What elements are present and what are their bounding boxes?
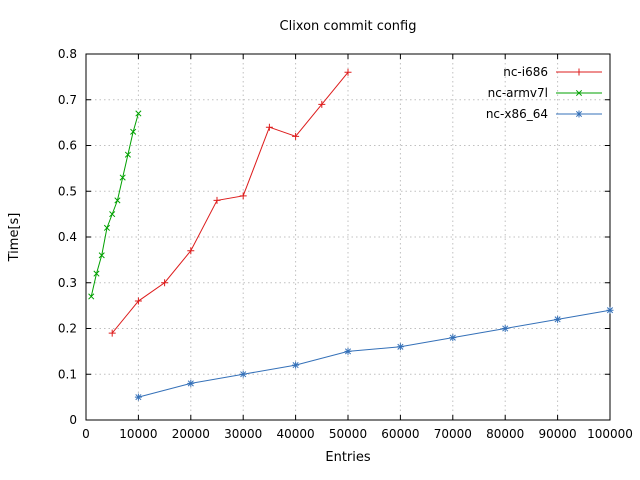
- series-marker-plus: [187, 247, 195, 255]
- y-axis-label: Time[s]: [7, 213, 22, 263]
- series-marker-plus: [265, 123, 273, 131]
- series-marker-star: [187, 380, 194, 387]
- series-marker-star: [397, 343, 404, 350]
- x-tick-label: 60000: [381, 427, 419, 441]
- series-marker-cross: [130, 128, 137, 135]
- series-marker-plus: [213, 196, 221, 204]
- x-tick-label: 90000: [539, 427, 577, 441]
- x-tick-label: 0: [82, 427, 90, 441]
- y-tick-label: 0.3: [58, 276, 77, 290]
- y-tick-label: 0.5: [58, 184, 77, 198]
- series-marker-cross: [103, 224, 111, 231]
- series-marker-star: [554, 316, 561, 323]
- series-marker-cross: [98, 252, 105, 259]
- series-marker-cross: [124, 151, 131, 158]
- x-tick-label: 70000: [434, 427, 472, 441]
- chart-title: Clixon commit config: [280, 19, 417, 34]
- y-tick-label: 0: [69, 413, 77, 427]
- series-marker-cross: [119, 174, 126, 181]
- series-marker-star: [606, 307, 614, 314]
- legend-label-nc-i686: nc-i686: [503, 65, 548, 79]
- x-tick-label: 30000: [224, 427, 262, 441]
- x-tick-label: 80000: [486, 427, 524, 441]
- series-marker-cross: [109, 211, 116, 218]
- series-marker-plus: [575, 68, 583, 76]
- series-marker-star: [344, 348, 352, 355]
- series-line-nc-x86_64: [138, 309, 611, 398]
- y-tick-label: 0.1: [58, 367, 77, 381]
- y-tick-label: 0.4: [58, 230, 77, 244]
- series-marker-star: [575, 110, 583, 118]
- series-marker-cross: [93, 270, 100, 277]
- y-tick-label: 0.7: [58, 93, 77, 107]
- series-marker-plus: [292, 132, 300, 140]
- x-tick-label: 40000: [277, 427, 315, 441]
- series-marker-plus: [318, 100, 326, 108]
- series-marker-plus: [161, 279, 169, 287]
- y-tick-label: 0.8: [58, 47, 77, 61]
- series-marker-plus: [344, 68, 352, 76]
- series-marker-plus: [108, 329, 116, 337]
- series-marker-star: [240, 371, 247, 378]
- x-tick-label: 10000: [119, 427, 157, 441]
- plot-area: 0 10000 20000 30000 40000 50000 60000 70000 8000…: [58, 47, 633, 441]
- legend-label-nc-armv7l: nc-armv7l: [488, 86, 548, 100]
- x-tick-label: 20000: [172, 427, 210, 441]
- series-marker-cross: [88, 293, 95, 300]
- x-tick-label: 50000: [329, 427, 367, 441]
- x-axis-label: Entries: [325, 450, 371, 465]
- x-tick-label: 100000: [587, 427, 633, 441]
- series-line-nc-armv7l: [90, 113, 139, 297]
- series-marker-cross: [135, 110, 142, 117]
- series-marker-star: [502, 325, 509, 332]
- series-marker-plus: [239, 192, 247, 200]
- y-tick-label: 0.6: [58, 139, 77, 153]
- series-marker-star: [292, 362, 299, 369]
- series-marker-cross: [114, 197, 121, 204]
- series-marker-plus: [134, 297, 142, 305]
- legend-label-nc-x86_64: nc-x86_64: [486, 107, 548, 121]
- series-line-nc-i686: [111, 71, 349, 334]
- series-marker-star: [449, 334, 456, 341]
- series-marker-star: [135, 394, 142, 401]
- series-marker-cross: [575, 89, 583, 97]
- y-tick-label: 0.2: [58, 322, 77, 336]
